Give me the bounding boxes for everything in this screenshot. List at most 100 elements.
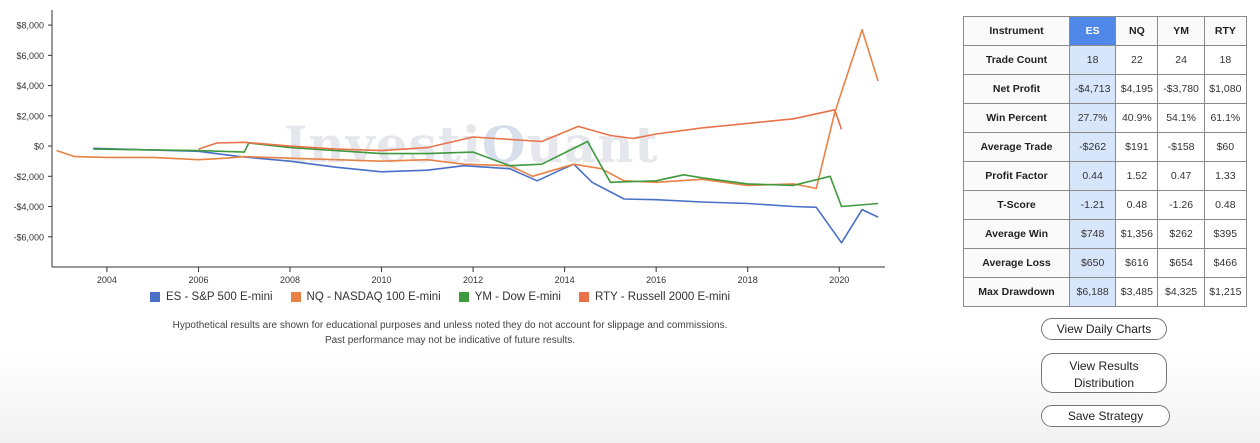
view-results-distribution-button[interactable]: View Results Distribution bbox=[1041, 353, 1167, 393]
table-row: Profit Factor 0.44 1.52 0.47 1.33 bbox=[963, 161, 1248, 191]
column-header-ym[interactable]: YM bbox=[1157, 16, 1205, 46]
legend-label: YM - Dow E-mini bbox=[474, 291, 561, 303]
table-cell: 0.48 bbox=[1203, 190, 1248, 220]
y-tick-label: $6,000 bbox=[16, 51, 44, 61]
y-tick-label: $4,000 bbox=[16, 81, 44, 91]
table-cell: $616 bbox=[1115, 248, 1159, 278]
series-line-3 bbox=[198, 109, 843, 152]
table-cell: 22 bbox=[1115, 45, 1159, 75]
table-cell: $654 bbox=[1157, 248, 1205, 278]
disclaimer-line-1: Hypothetical results are shown for educa… bbox=[172, 320, 728, 331]
table-cell: $3,485 bbox=[1115, 277, 1159, 307]
legend-label: RTY - Russell 2000 E-mini bbox=[595, 291, 731, 303]
table-row: T-Score -1.21 0.48 -1.26 0.48 bbox=[963, 190, 1248, 220]
table-cell: -1.21 bbox=[1068, 190, 1117, 220]
series-line-2 bbox=[93, 140, 879, 208]
table-cell: -$4,713 bbox=[1068, 74, 1117, 104]
x-tick-label: 2020 bbox=[829, 275, 849, 285]
equity-chart: InvestiQuant $8,000 $6,000 $4,000 $2,000 $0-… bbox=[0, 0, 900, 290]
table-cell: 0.48 bbox=[1115, 190, 1159, 220]
instrument-header: Instrument bbox=[963, 16, 1070, 46]
table-cell: $60 bbox=[1203, 132, 1248, 162]
metric-label: Net Profit bbox=[963, 74, 1070, 104]
series-line-0 bbox=[93, 147, 879, 244]
table-cell: 27.7% bbox=[1068, 103, 1117, 133]
table-cell: 61.1% bbox=[1203, 103, 1248, 133]
table-cell: $191 bbox=[1115, 132, 1159, 162]
table-row: Win Percent 27.7% 40.9% 54.1% 61.1% bbox=[963, 103, 1248, 133]
table-cell: $262 bbox=[1157, 219, 1205, 249]
table-cell: -$158 bbox=[1157, 132, 1205, 162]
series-line-1 bbox=[56, 28, 879, 190]
table-cell: 40.9% bbox=[1115, 103, 1159, 133]
y-tick-label: -$4,000 bbox=[13, 202, 44, 212]
x-tick-label: 2012 bbox=[463, 275, 483, 285]
x-tick-label: 2010 bbox=[372, 275, 392, 285]
table-cell: $6,188 bbox=[1068, 277, 1117, 307]
table-row: Net Profit -$4,713 $4,195 -$3,780 $1,080 bbox=[963, 74, 1248, 104]
table-cell: 24 bbox=[1157, 45, 1205, 75]
legend-label: NQ - NASDAQ 100 E-mini bbox=[306, 291, 441, 303]
legend-swatch bbox=[579, 292, 589, 302]
table-cell: $1,356 bbox=[1115, 219, 1159, 249]
y-tick-label: $2,000 bbox=[16, 111, 44, 121]
metric-label: Profit Factor bbox=[963, 161, 1070, 191]
table-cell: $1,080 bbox=[1203, 74, 1248, 104]
metric-label: Average Trade bbox=[963, 132, 1070, 162]
metric-label: Average Loss bbox=[963, 248, 1070, 278]
table-row: Average Win $748 $1,356 $262 $395 bbox=[963, 219, 1248, 249]
table-row: Trade Count 18 22 24 18 bbox=[963, 45, 1248, 75]
table-cell: -$262 bbox=[1068, 132, 1117, 162]
y-tick-label: $8,000 bbox=[16, 21, 44, 31]
x-tick-label: 2016 bbox=[646, 275, 666, 285]
x-tick-label: 2004 bbox=[97, 275, 117, 285]
table-cell: -1.26 bbox=[1157, 190, 1205, 220]
metric-label: Trade Count bbox=[963, 45, 1070, 75]
column-header-es[interactable]: ES bbox=[1068, 16, 1117, 46]
table-row: Max Drawdown $6,188 $3,485 $4,325 $1,215 bbox=[963, 277, 1248, 307]
table-row: Average Loss $650 $616 $654 $466 bbox=[963, 248, 1248, 278]
legend-item: NQ - NASDAQ 100 E-mini bbox=[290, 291, 441, 303]
legend-swatch bbox=[290, 292, 301, 302]
table-cell: 0.47 bbox=[1157, 161, 1205, 191]
legend-swatch bbox=[150, 292, 160, 302]
table-cell: $650 bbox=[1068, 248, 1117, 278]
metric-label: Win Percent bbox=[963, 103, 1070, 133]
x-tick-label: 2008 bbox=[280, 275, 300, 285]
save-strategy-button[interactable]: Save Strategy bbox=[1041, 405, 1170, 427]
table-cell: $748 bbox=[1068, 219, 1117, 249]
table-cell: -$3,780 bbox=[1157, 74, 1205, 104]
legend-swatch bbox=[458, 292, 469, 302]
table-cell: $466 bbox=[1203, 248, 1248, 278]
y-tick-label: $0 bbox=[34, 142, 44, 152]
y-tick-label: -$6,000 bbox=[13, 232, 44, 242]
table-row: Average Trade -$262 $191 -$158 $60 bbox=[963, 132, 1248, 162]
x-tick-label: 2014 bbox=[555, 275, 575, 285]
chart-svg: $8,000 $6,000 $4,000 $2,000 $0 -$2,000 -$4,000… bbox=[13, 10, 885, 285]
table-cell: $4,325 bbox=[1157, 277, 1205, 307]
disclaimer-line-2: Past performance may not be indicative o… bbox=[324, 335, 576, 346]
column-header-nq[interactable]: NQ bbox=[1115, 16, 1159, 46]
x-tick-label: 2006 bbox=[188, 275, 208, 285]
legend-item: RTY - Russell 2000 E-mini bbox=[579, 291, 730, 303]
table-cell: $395 bbox=[1203, 219, 1248, 249]
stats-body: Trade Count 18 22 24 18 Net Profit -$4,713 $4,1… bbox=[963, 45, 1248, 307]
stats-header-row: Instrument ES NQ YM RTY bbox=[963, 16, 1248, 46]
legend-item: ES - S&P 500 E-mini bbox=[150, 291, 273, 303]
table-cell: 18 bbox=[1203, 45, 1248, 75]
metric-label: Max Drawdown bbox=[963, 277, 1070, 307]
x-tick-label: 2018 bbox=[738, 275, 758, 285]
legend-label: ES - S&P 500 E-mini bbox=[166, 291, 273, 303]
table-cell: 1.52 bbox=[1115, 161, 1159, 191]
metric-label: Average Win bbox=[963, 219, 1070, 249]
table-cell: 0.44 bbox=[1068, 161, 1117, 191]
chart-legend: ES - S&P 500 E-mini NQ - NASDAQ 100 E-min… bbox=[150, 291, 790, 303]
column-header-rty[interactable]: RTY bbox=[1203, 16, 1248, 46]
metric-label: T-Score bbox=[963, 190, 1070, 220]
disclaimer: Hypothetical results are shown for educa… bbox=[90, 318, 810, 348]
table-cell: 18 bbox=[1068, 45, 1117, 75]
table-cell: 1.33 bbox=[1203, 161, 1248, 191]
y-tick-label: -$2,000 bbox=[13, 172, 44, 182]
table-cell: 54.1% bbox=[1157, 103, 1205, 133]
view-daily-charts-button[interactable]: View Daily Charts bbox=[1041, 318, 1167, 340]
